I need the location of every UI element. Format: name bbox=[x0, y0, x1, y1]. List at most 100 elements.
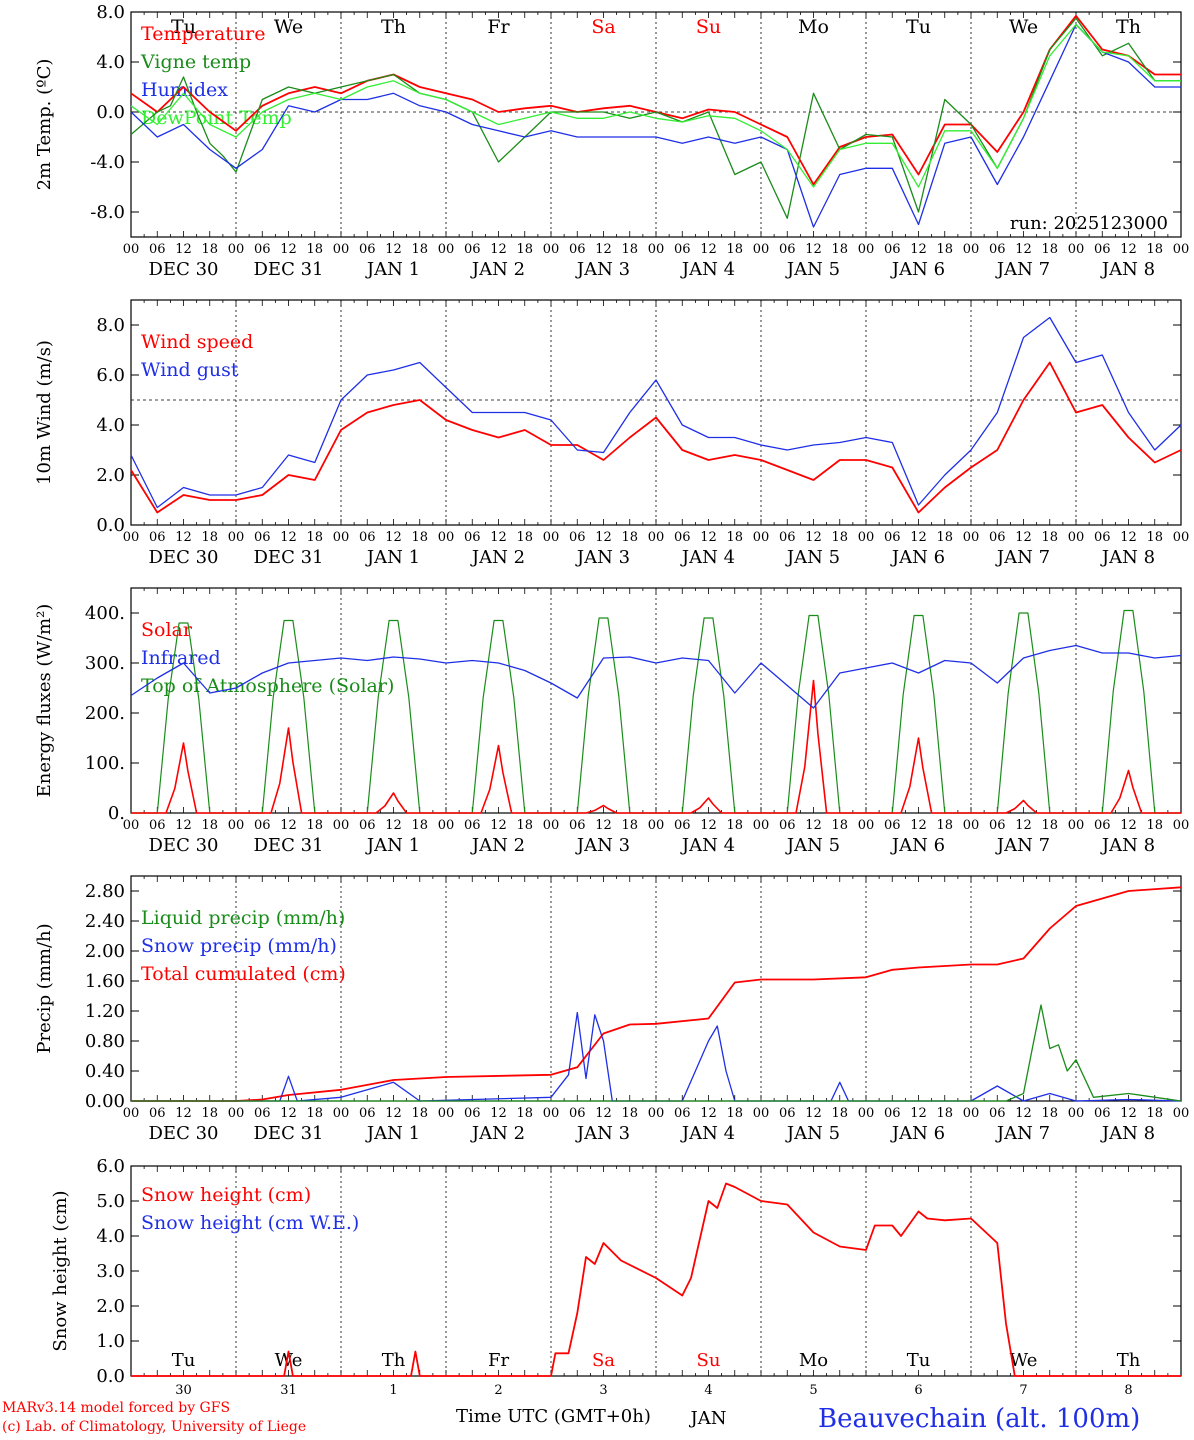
hour-tick-label: 12 bbox=[280, 818, 297, 833]
date-label: DEC 30 bbox=[149, 835, 219, 856]
hour-tick-label: 18 bbox=[201, 818, 218, 833]
hour-tick-label: 18 bbox=[306, 818, 323, 833]
y-axis-label: Precip (mm/h) bbox=[34, 923, 55, 1053]
date-label: JAN 5 bbox=[785, 835, 840, 856]
month-label: JAN bbox=[689, 1408, 727, 1429]
y-tick-label: 2.40 bbox=[85, 911, 125, 932]
hour-tick-label: 06 bbox=[149, 818, 166, 833]
hour-tick-label: 12 bbox=[1015, 530, 1032, 545]
hour-tick-label: 00 bbox=[543, 530, 560, 545]
hour-tick-label: 18 bbox=[621, 242, 638, 257]
y-tick-label: 0. bbox=[108, 803, 125, 824]
hour-tick-label: 00 bbox=[438, 530, 455, 545]
hour-tick-label: 12 bbox=[1120, 1106, 1137, 1121]
hour-tick-label: 12 bbox=[1120, 530, 1137, 545]
date-label: JAN 4 bbox=[680, 259, 735, 280]
hour-tick-label: 18 bbox=[411, 1106, 428, 1121]
date-number: 7 bbox=[1019, 1383, 1027, 1398]
weekday-label: Su bbox=[696, 16, 721, 38]
date-label: JAN 2 bbox=[470, 835, 525, 856]
hour-tick-label: 06 bbox=[254, 530, 271, 545]
hour-tick-label: 18 bbox=[621, 1106, 638, 1121]
hour-tick-label: 12 bbox=[805, 818, 822, 833]
legend-entry: Snow precip (mm/h) bbox=[141, 935, 337, 957]
hour-tick-label: 12 bbox=[595, 530, 612, 545]
hour-tick-label: 06 bbox=[359, 818, 376, 833]
hour-tick-label: 18 bbox=[516, 530, 533, 545]
weekday-label: We bbox=[1010, 1350, 1038, 1371]
hour-tick-label: 00 bbox=[543, 818, 560, 833]
legend-entry: Liquid precip (mm/h) bbox=[141, 907, 345, 929]
hour-tick-label: 12 bbox=[910, 818, 927, 833]
hour-tick-label: 18 bbox=[1146, 530, 1163, 545]
legend-entry: Snow height (cm W.E.) bbox=[141, 1212, 359, 1234]
legend-entry: Total cumulated (cm) bbox=[141, 963, 346, 985]
hour-tick-label: 00 bbox=[228, 530, 245, 545]
hour-tick-label: 06 bbox=[254, 818, 271, 833]
date-label: JAN 1 bbox=[365, 547, 420, 568]
hour-tick-label: 06 bbox=[989, 242, 1006, 257]
hour-tick-label: 12 bbox=[910, 242, 927, 257]
hour-tick-label: 06 bbox=[149, 242, 166, 257]
hour-tick-label: 18 bbox=[516, 1106, 533, 1121]
hour-tick-label: 18 bbox=[1146, 1106, 1163, 1121]
date-label: DEC 31 bbox=[254, 1123, 324, 1144]
hour-tick-label: 12 bbox=[910, 530, 927, 545]
hour-tick-label: 12 bbox=[1015, 1106, 1032, 1121]
y-tick-label: 4.0 bbox=[96, 1226, 125, 1247]
hour-tick-label: 18 bbox=[936, 242, 953, 257]
y-tick-label: 3.0 bbox=[96, 1261, 125, 1282]
hour-tick-label: 12 bbox=[805, 242, 822, 257]
hour-tick-label: 18 bbox=[1041, 818, 1058, 833]
lab-credit: (c) Lab. of Climatology, University of L… bbox=[2, 1419, 307, 1435]
hour-tick-label: 06 bbox=[464, 1106, 481, 1121]
date-number: 6 bbox=[914, 1383, 922, 1398]
hour-tick-label: 18 bbox=[1146, 242, 1163, 257]
hour-tick-label: 18 bbox=[726, 530, 743, 545]
hour-tick-label: 18 bbox=[306, 242, 323, 257]
hour-tick-label: 00 bbox=[1173, 818, 1190, 833]
hour-tick-label: 18 bbox=[306, 530, 323, 545]
legend-entry: Vigne temp bbox=[140, 51, 251, 73]
hour-tick-label: 18 bbox=[1041, 242, 1058, 257]
hour-tick-label: 18 bbox=[411, 530, 428, 545]
weekday-label: Th bbox=[381, 16, 406, 38]
hour-tick-label: 00 bbox=[858, 530, 875, 545]
y-axis-label: 2m Temp. (ºC) bbox=[34, 59, 55, 191]
hour-tick-label: 12 bbox=[1120, 242, 1137, 257]
hour-tick-label: 12 bbox=[490, 1106, 507, 1121]
date-number: 4 bbox=[704, 1383, 712, 1398]
hour-tick-label: 00 bbox=[753, 530, 770, 545]
y-axis-label: Snow height (cm) bbox=[50, 1190, 71, 1351]
hour-tick-label: 12 bbox=[490, 530, 507, 545]
hour-tick-label: 12 bbox=[700, 818, 717, 833]
date-label: DEC 30 bbox=[149, 547, 219, 568]
hour-tick-label: 06 bbox=[1094, 242, 1111, 257]
hour-tick-label: 06 bbox=[674, 818, 691, 833]
date-label: DEC 31 bbox=[254, 547, 324, 568]
y-tick-label: -8.0 bbox=[90, 202, 125, 223]
hour-tick-label: 18 bbox=[831, 242, 848, 257]
hour-tick-label: 06 bbox=[464, 818, 481, 833]
legend-entry: Solar bbox=[141, 619, 193, 641]
panel-energy: 400. 300. 200. 100. 0. Energy fluxes (W/m²) 00… bbox=[34, 587, 1190, 856]
hour-tick-label: 12 bbox=[805, 1106, 822, 1121]
hour-tick-label: 06 bbox=[884, 242, 901, 257]
y-tick-label: -4.0 bbox=[90, 152, 125, 173]
panel-temperature: 8.0 4.0 0.0 -4.0 -8.0 2m Temp. (ºC) 00 06 12 18 DE… bbox=[34, 2, 1189, 280]
hour-tick-label: 12 bbox=[910, 1106, 927, 1121]
toa-solar-line bbox=[131, 609, 1181, 814]
date-number: 1 bbox=[389, 1383, 397, 1398]
hour-tick-label: 12 bbox=[1015, 818, 1032, 833]
weekday-label: Tu bbox=[906, 16, 931, 38]
hour-tick-label: 00 bbox=[858, 1106, 875, 1121]
date-label: JAN 2 bbox=[470, 1123, 525, 1144]
hour-tick-label: 06 bbox=[359, 1106, 376, 1121]
legend-entry: Humidex bbox=[141, 79, 228, 101]
hour-tick-label: 18 bbox=[831, 818, 848, 833]
hour-tick-label: 00 bbox=[648, 242, 665, 257]
weekday-label: Th bbox=[1117, 1350, 1141, 1371]
hour-tick-label: 00 bbox=[333, 242, 350, 257]
hour-tick-label: 00 bbox=[1173, 1106, 1190, 1121]
